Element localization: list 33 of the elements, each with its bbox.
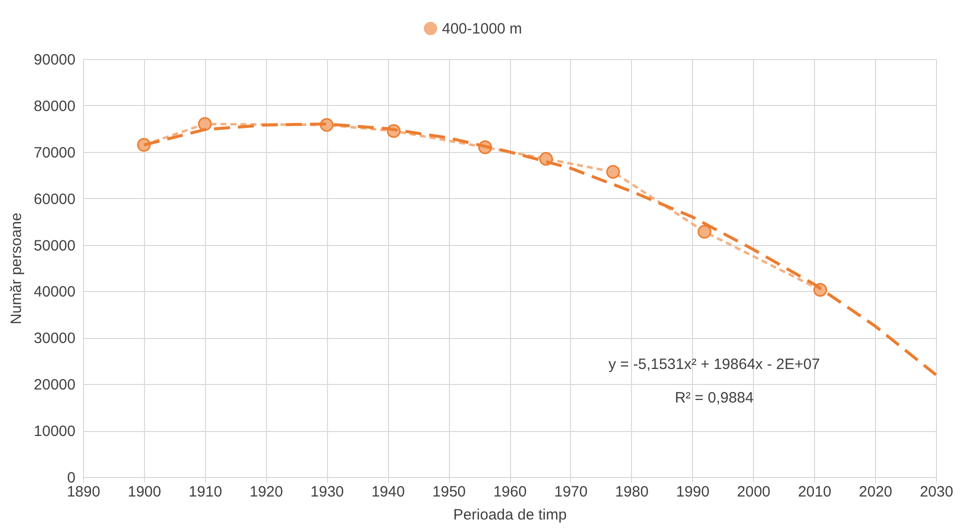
x-tick-label: 1960: [493, 484, 527, 500]
x-tick-label: 1920: [250, 484, 283, 500]
x-tick-label: 1950: [432, 484, 466, 500]
point: [606, 165, 620, 179]
x-tick-label: 1890: [66, 484, 100, 500]
y-tick-label: 80000: [34, 98, 76, 115]
y-tick-label: 70000: [34, 144, 76, 162]
x-tick-label: 2010: [798, 484, 832, 500]
y-tick-label: 20000: [34, 376, 76, 394]
annotation: R² = 0,9884: [674, 390, 754, 407]
x-tick-label: 2000: [737, 484, 770, 500]
x-tick-label: 1910: [188, 484, 222, 500]
x-tick-label: 1990: [676, 484, 710, 500]
x-tick-label: 1970: [554, 484, 588, 500]
y-axis-title: Număr persoane: [8, 212, 25, 324]
point: [698, 224, 712, 239]
x-tick-label: 2030: [920, 484, 954, 500]
point: [198, 117, 212, 131]
x-tick-label: 1940: [371, 484, 405, 500]
x-axis-title: Perioada de timp: [453, 506, 567, 524]
legend-label: 400-1000 m: [442, 20, 522, 38]
x-tick-label: 1900: [128, 484, 162, 500]
x-tick-label: 1930: [310, 484, 344, 500]
y-tick-label: 40000: [34, 284, 76, 301]
y-tick-label: 30000: [34, 330, 76, 348]
x-tick-label: 2020: [858, 484, 892, 500]
y-tick-label: 50000: [34, 237, 76, 254]
y-tick-label: 10000: [34, 423, 76, 440]
y-tick-label: 0: [67, 470, 76, 486]
y-tick-label: 60000: [34, 190, 76, 208]
x-tick-label: 1980: [615, 484, 649, 500]
y-tick-label: 90000: [34, 52, 76, 68]
annotation: y = -5,1531x² + 19864x - 2E+07: [608, 356, 820, 374]
